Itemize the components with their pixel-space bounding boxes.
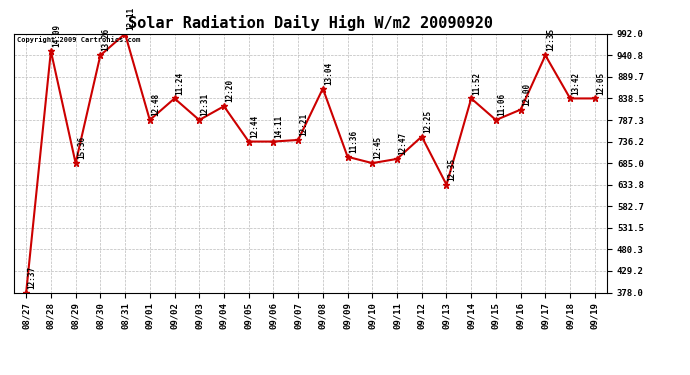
Text: 14:09: 14:09 xyxy=(52,24,61,47)
Text: 12:21: 12:21 xyxy=(299,113,308,136)
Text: 11:36: 11:36 xyxy=(349,130,358,153)
Text: 12:05: 12:05 xyxy=(596,71,605,94)
Text: 12:11: 12:11 xyxy=(126,7,135,30)
Text: 12:35: 12:35 xyxy=(546,28,555,51)
Text: 13:04: 13:04 xyxy=(324,62,333,85)
Text: 15:36: 15:36 xyxy=(77,136,86,159)
Text: 13:42: 13:42 xyxy=(571,71,580,94)
Text: 12:35: 12:35 xyxy=(448,158,457,181)
Text: 12:47: 12:47 xyxy=(398,132,407,155)
Title: Solar Radiation Daily High W/m2 20090920: Solar Radiation Daily High W/m2 20090920 xyxy=(128,15,493,31)
Text: 12:00: 12:00 xyxy=(522,82,531,106)
Text: 14:11: 14:11 xyxy=(275,114,284,138)
Text: 12:44: 12:44 xyxy=(250,114,259,138)
Text: Copyright 2009 Cartronics.com: Copyright 2009 Cartronics.com xyxy=(17,36,140,43)
Text: 11:06: 11:06 xyxy=(497,93,506,116)
Text: 12:25: 12:25 xyxy=(423,110,432,133)
Text: 12:20: 12:20 xyxy=(225,79,234,102)
Text: 12:37: 12:37 xyxy=(28,266,37,289)
Text: 12:48: 12:48 xyxy=(151,93,160,116)
Text: 13:26: 13:26 xyxy=(101,28,110,51)
Text: 12:45: 12:45 xyxy=(373,136,382,159)
Text: 12:31: 12:31 xyxy=(201,93,210,116)
Text: 11:24: 11:24 xyxy=(176,71,185,94)
Text: 11:52: 11:52 xyxy=(473,71,482,94)
